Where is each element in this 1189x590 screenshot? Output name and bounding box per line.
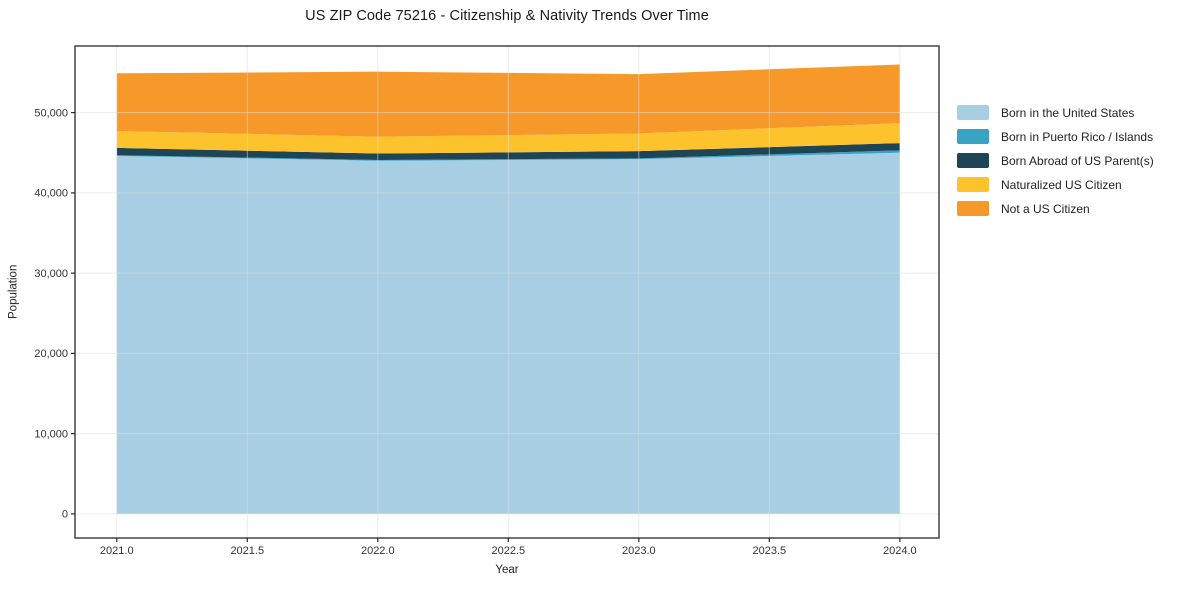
x-tick-label: 2021.5	[230, 545, 264, 557]
y-tick-label: 20,000	[34, 348, 68, 360]
legend-label: Born in the United States	[1001, 105, 1135, 120]
legend-item-born-in-the-united-states: Born in the United States	[957, 105, 1154, 120]
x-tick-label: 2022.5	[491, 545, 525, 557]
legend-label: Born Abroad of US Parent(s)	[1001, 153, 1154, 168]
legend-label: Not a US Citizen	[1001, 201, 1090, 216]
x-axis-label: Year	[495, 564, 519, 576]
legend-item-born-abroad-of-us-parent-s: Born Abroad of US Parent(s)	[957, 153, 1154, 168]
x-tick-label: 2023.0	[622, 545, 656, 557]
legend-swatch-icon	[957, 105, 989, 120]
x-tick-label: 2024.0	[883, 545, 917, 557]
legend-item-not-a-us-citizen: Not a US Citizen	[957, 201, 1154, 216]
x-tick-label: 2022.0	[361, 545, 395, 557]
y-tick-label: 0	[62, 509, 68, 521]
legend-swatch-icon	[957, 153, 989, 168]
legend-swatch-icon	[957, 177, 989, 192]
y-tick-label: 50,000	[34, 107, 68, 119]
legend-label: Naturalized US Citizen	[1001, 177, 1122, 192]
legend-item-born-in-puerto-rico-islands: Born in Puerto Rico / Islands	[957, 129, 1154, 144]
legend: Born in the United States Born in Puerto …	[957, 105, 1154, 216]
legend-item-naturalized-us-citizen: Naturalized US Citizen	[957, 177, 1154, 192]
legend-swatch-icon	[957, 129, 989, 144]
legend-swatch-icon	[957, 201, 989, 216]
y-tick-label: 30,000	[34, 268, 68, 280]
x-tick-label: 2021.0	[100, 545, 134, 557]
area-born-in-puerto-rico-islands	[116, 150, 900, 161]
x-tick-label: 2023.5	[753, 545, 787, 557]
y-tick-label: 40,000	[34, 188, 68, 200]
chart-title: US ZIP Code 75216 - Citizenship & Nativi…	[305, 8, 709, 24]
plot-border	[74, 45, 940, 539]
area-born-abroad-of-us-parent-s	[116, 143, 900, 160]
legend-label: Born in Puerto Rico / Islands	[1001, 129, 1154, 144]
y-tick-label: 10,000	[34, 428, 68, 440]
